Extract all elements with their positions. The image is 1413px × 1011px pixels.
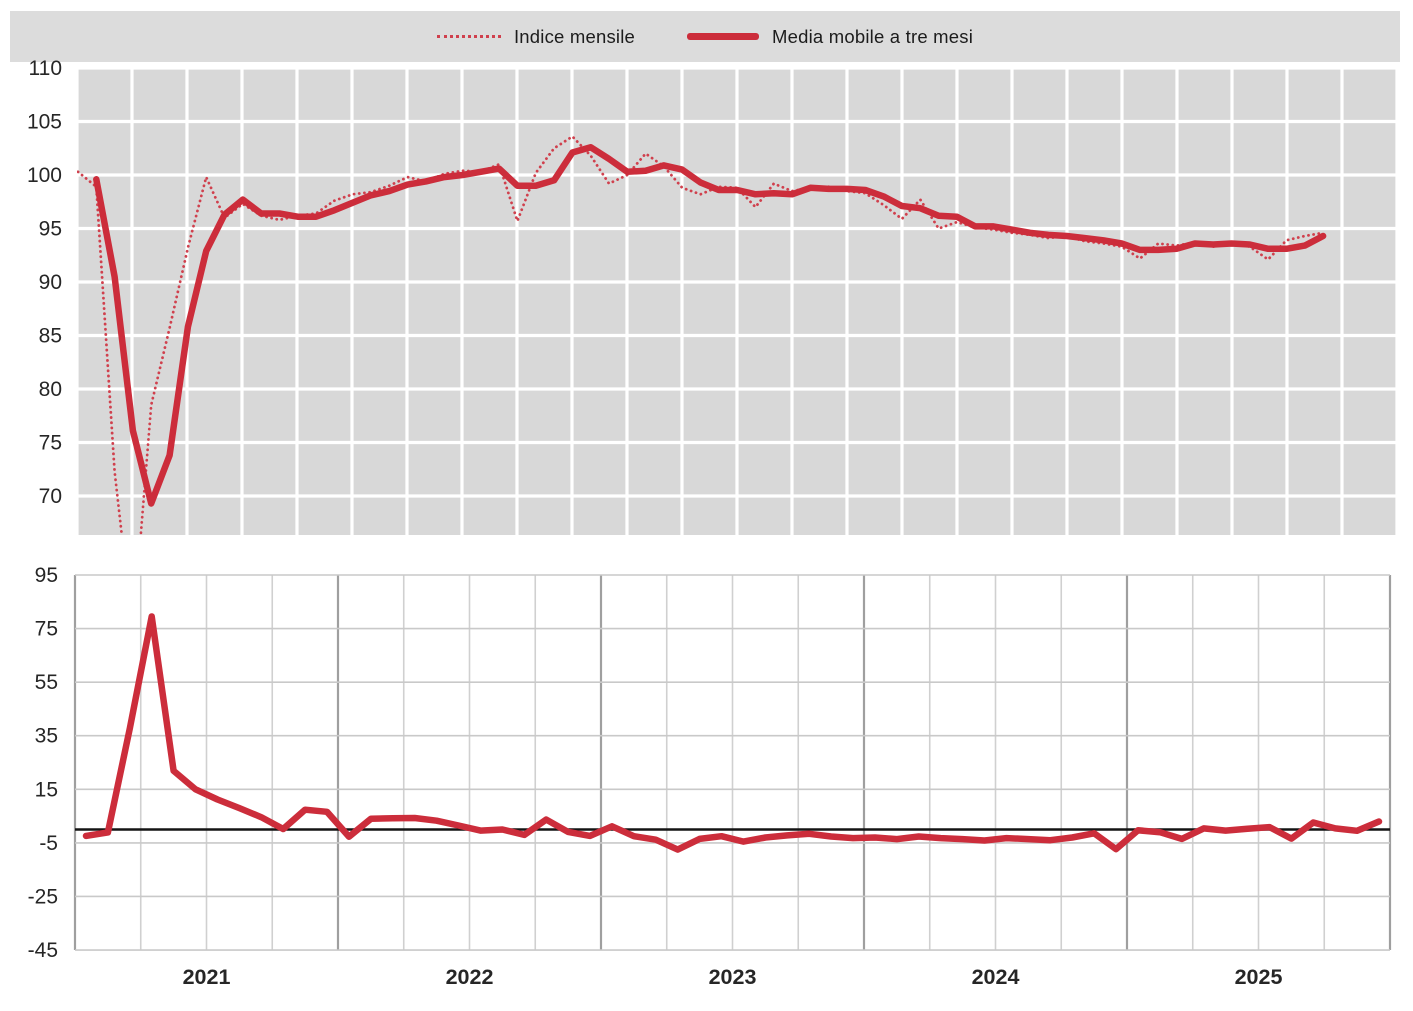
x-axis-year-label: 2023 — [709, 965, 757, 989]
y-axis-tick-label: 55 — [35, 671, 58, 694]
y-axis-tick-label: -25 — [28, 885, 58, 908]
dotted-line-swatch — [436, 35, 501, 38]
x-axis-year-label: 2024 — [972, 965, 1020, 989]
y-axis-tick-label: 95 — [39, 218, 62, 241]
legend-label: Media mobile a tre mesi — [772, 25, 974, 47]
y-axis-tick-label: 80 — [39, 378, 62, 401]
variazioni-line — [82, 613, 1383, 853]
y-axis-tick-label: 75 — [35, 618, 58, 641]
y-axis-tick-label: 100 — [27, 164, 62, 187]
index-chart-series — [77, 135, 1327, 535]
x-axis-year-label: 2025 — [1235, 965, 1283, 989]
legend-item-media-mobile: Media mobile a tre mesi — [687, 26, 973, 48]
y-axis-tick-label: 75 — [39, 432, 62, 455]
y-axis-tick-label: -45 — [28, 939, 58, 962]
y-axis-tick-label: -5 — [39, 832, 58, 855]
y-axis-tick-label: 70 — [39, 485, 62, 508]
y-axis-tick-label: 85 — [39, 325, 62, 348]
y-axis-tick-label: 90 — [39, 271, 62, 294]
y-axis-tick-label: 110 — [29, 57, 62, 80]
solid-line-swatch — [687, 33, 760, 40]
y-axis-tick-label: 95 — [35, 564, 58, 587]
legend-label: Indice mensile — [513, 25, 636, 47]
media-mobile-line — [93, 143, 1327, 507]
x-axis-year-label: 2022 — [446, 965, 494, 989]
legend-item-indice-mensile: Indice mensile — [436, 25, 636, 48]
legend: Indice mensile Media mobile a tre mesi — [10, 11, 1400, 62]
x-axis-year-label: 2021 — [183, 965, 231, 989]
y-axis-tick-label: 15 — [35, 778, 58, 801]
y-axis-tick-label: 35 — [35, 725, 58, 748]
y-axis-tick-label: 105 — [27, 111, 62, 134]
